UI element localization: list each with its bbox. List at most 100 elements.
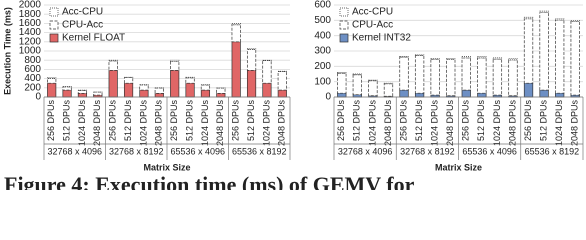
- bar-segment: [170, 59, 180, 62]
- bar-segment: [461, 57, 471, 91]
- bar-segment: [170, 69, 180, 98]
- bar-segment: [262, 82, 272, 98]
- bar-segment: [123, 82, 134, 98]
- bar-segment: [539, 10, 549, 14]
- bar-segment: [231, 24, 241, 43]
- y-tick-label: 200: [314, 61, 331, 72]
- bar-segment: [352, 74, 362, 96]
- bar-segment: [170, 61, 180, 71]
- bar-segment: [246, 49, 257, 71]
- bar-segment: [399, 89, 409, 98]
- x-tick-label: 512 DPUs: [352, 100, 362, 142]
- x-tick-label: 512 DPUs: [61, 100, 71, 142]
- group-label: 65536 x 4096: [462, 146, 517, 156]
- y-tick-label: 1600: [19, 18, 42, 29]
- bar-segment: [123, 77, 134, 84]
- bar-segment: [108, 59, 118, 62]
- bar-segment: [185, 82, 195, 98]
- x-tick-label: 1024 DPUs: [554, 100, 564, 147]
- y-tick-label: 0: [325, 92, 331, 103]
- bar-segment: [246, 48, 257, 50]
- bar-segment: [47, 77, 57, 79]
- legend-swatch: [49, 7, 59, 17]
- x-tick-label: 2048 DPUs: [445, 100, 455, 147]
- bar-segment: [93, 91, 103, 96]
- bar-segment: [154, 87, 164, 94]
- x-tick-label: 2048 DPUs: [154, 100, 164, 147]
- bar-segment: [231, 41, 241, 98]
- figure: Figure 4: Execution time (ms) of GEMV fo…: [2, 0, 584, 197]
- bar-segment: [446, 58, 456, 97]
- group-label: 32768 x 8192: [109, 146, 164, 156]
- y-tick-label: 600: [314, 0, 331, 11]
- y-tick-label: 100: [314, 76, 331, 87]
- x-tick-label: 512 DPUs: [123, 100, 133, 142]
- bar-segment: [216, 92, 226, 98]
- bar-segment: [461, 56, 471, 59]
- bar-segment: [508, 58, 518, 61]
- x-tick-label: 1024 DPUs: [77, 100, 87, 147]
- y-tick-label: 1200: [19, 36, 42, 47]
- x-tick-label: 1024 DPUs: [261, 100, 271, 147]
- y-axis-label: Execution Time (ms): [2, 7, 12, 95]
- legend-label: Acc-CPU: [62, 7, 103, 18]
- group-label: 32768 x 4096: [47, 146, 102, 156]
- bar-segment: [570, 19, 580, 22]
- x-tick-label: 256 DPUs: [46, 100, 56, 142]
- x-tick-label: 512 DPUs: [476, 100, 486, 142]
- legend-label: Kernel INT32: [352, 33, 411, 44]
- x-tick-label: 512 DPUs: [538, 100, 548, 142]
- legend-label: Acc-CPU: [352, 7, 393, 18]
- legend-swatch: [339, 33, 349, 43]
- bar-segment: [368, 79, 378, 82]
- x-tick-label: 2048 DPUs: [277, 100, 287, 147]
- y-tick-label: 500: [314, 15, 331, 26]
- bar-segment: [570, 21, 580, 96]
- bar-segment: [200, 84, 211, 91]
- bar-segment: [185, 76, 195, 79]
- bar-segment: [430, 58, 440, 96]
- legend-label: Kernel FLOAT: [62, 33, 125, 44]
- x-tick-label: 256 DPUs: [461, 100, 471, 142]
- bar-segment: [216, 87, 226, 94]
- legend-label: CPU-Acc: [352, 20, 393, 31]
- group-label: 65536 x 4096: [170, 146, 225, 156]
- x-tick-label: 1024 DPUs: [138, 100, 148, 147]
- bar-segment: [108, 60, 118, 71]
- x-tick-label: 1024 DPUs: [200, 100, 210, 147]
- bar-segment: [352, 73, 362, 76]
- bar-segment: [337, 72, 347, 94]
- y-tick-label: 2000: [19, 0, 42, 11]
- bar-segment: [523, 16, 534, 20]
- x-tick-label: 2048 DPUs: [92, 100, 102, 147]
- y-tick-label: 800: [24, 55, 41, 66]
- bar-segment: [461, 89, 471, 98]
- legend-swatch: [49, 20, 59, 30]
- bar-segment: [523, 18, 534, 84]
- bar-segment: [430, 58, 440, 60]
- group-label: 32768 x 4096: [338, 146, 393, 156]
- x-tick-label: 512 DPUs: [246, 100, 256, 142]
- bar-segment: [200, 89, 211, 98]
- bar-segment: [337, 72, 347, 74]
- x-tick-label: 2048 DPUs: [215, 100, 225, 147]
- x-tick-label: 256 DPUs: [169, 100, 179, 142]
- bar-segment: [555, 92, 565, 98]
- bar-segment: [368, 80, 378, 97]
- x-tick-label: 512 DPUs: [184, 100, 194, 142]
- bar-segment: [399, 56, 409, 91]
- x-tick-label: 2048 DPUs: [383, 100, 393, 147]
- group-label: 65536 x 8192: [232, 146, 287, 156]
- x-tick-label: 256 DPUs: [523, 100, 533, 142]
- bar-segment: [246, 69, 257, 98]
- y-tick-label: 0: [35, 92, 41, 103]
- bar-segment: [154, 92, 164, 98]
- y-tick-label: 300: [314, 46, 331, 57]
- y-tick-label: 200: [24, 82, 41, 93]
- bar-segment: [492, 58, 503, 96]
- legend-swatch: [339, 7, 349, 17]
- bar-segment: [47, 78, 57, 84]
- bar-segment: [383, 82, 394, 85]
- bar-segment: [262, 60, 272, 84]
- x-tick-label: 256 DPUs: [398, 100, 408, 142]
